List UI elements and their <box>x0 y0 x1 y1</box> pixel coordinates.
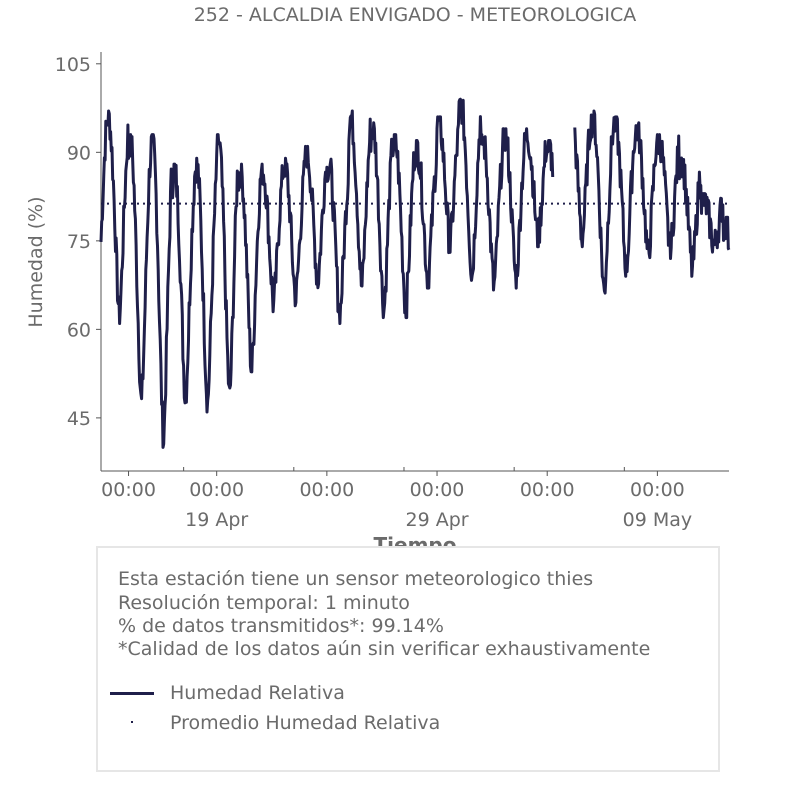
x-date-label: 09 May <box>623 509 693 531</box>
station-sensor-text: Esta estación tiene un sensor meteorolog… <box>118 568 594 590</box>
legend-label: Humedad Relativa <box>170 682 345 704</box>
series-humedad-relativa <box>99 97 731 449</box>
legend-item-promedio: Promedio Humedad Relativa <box>110 708 440 738</box>
series-layer <box>99 97 731 449</box>
legend-dot-marker <box>110 721 156 724</box>
y-axis-label: Humedad (%) <box>25 196 47 327</box>
y-tick-label: 60 <box>67 319 91 341</box>
x-tick-label: 00:00 <box>520 479 575 501</box>
x-tick-label: 00:00 <box>189 479 244 501</box>
y-tick-label: 105 <box>55 54 91 76</box>
x-date-label: 29 Apr <box>405 509 468 531</box>
chart-title: 252 - ALCALDIA ENVIGADO - METEOROLOGICA <box>194 4 637 26</box>
info-legend-box: Esta estación tiene un sensor meteorolog… <box>96 546 720 772</box>
y-tick-label: 90 <box>67 142 91 164</box>
legend-item-humedad: Humedad Relativa <box>110 678 345 708</box>
temporal-resolution-text: Resolución temporal: 1 minuto <box>118 592 410 614</box>
data-transmitted-text: % de datos transmitidos*: 99.14% <box>118 615 444 637</box>
x-tick-label: 00:00 <box>410 479 465 501</box>
x-tick-label: 00:00 <box>101 479 156 501</box>
x-date-label: 19 Apr <box>185 509 248 531</box>
legend-line-marker <box>110 692 156 695</box>
y-tick-label: 75 <box>67 231 91 253</box>
legend-label: Promedio Humedad Relativa <box>170 712 441 734</box>
data-quality-note: *Calidad de los datos aún sin verificar … <box>118 638 651 660</box>
x-tick-label: 00:00 <box>299 479 354 501</box>
x-tick-label: 00:00 <box>630 479 685 501</box>
y-tick-label: 45 <box>67 408 91 430</box>
axes: 45 60 75 90 105 00:00 00:00 19 Apr 00:00 00:00 29 … <box>55 52 729 531</box>
